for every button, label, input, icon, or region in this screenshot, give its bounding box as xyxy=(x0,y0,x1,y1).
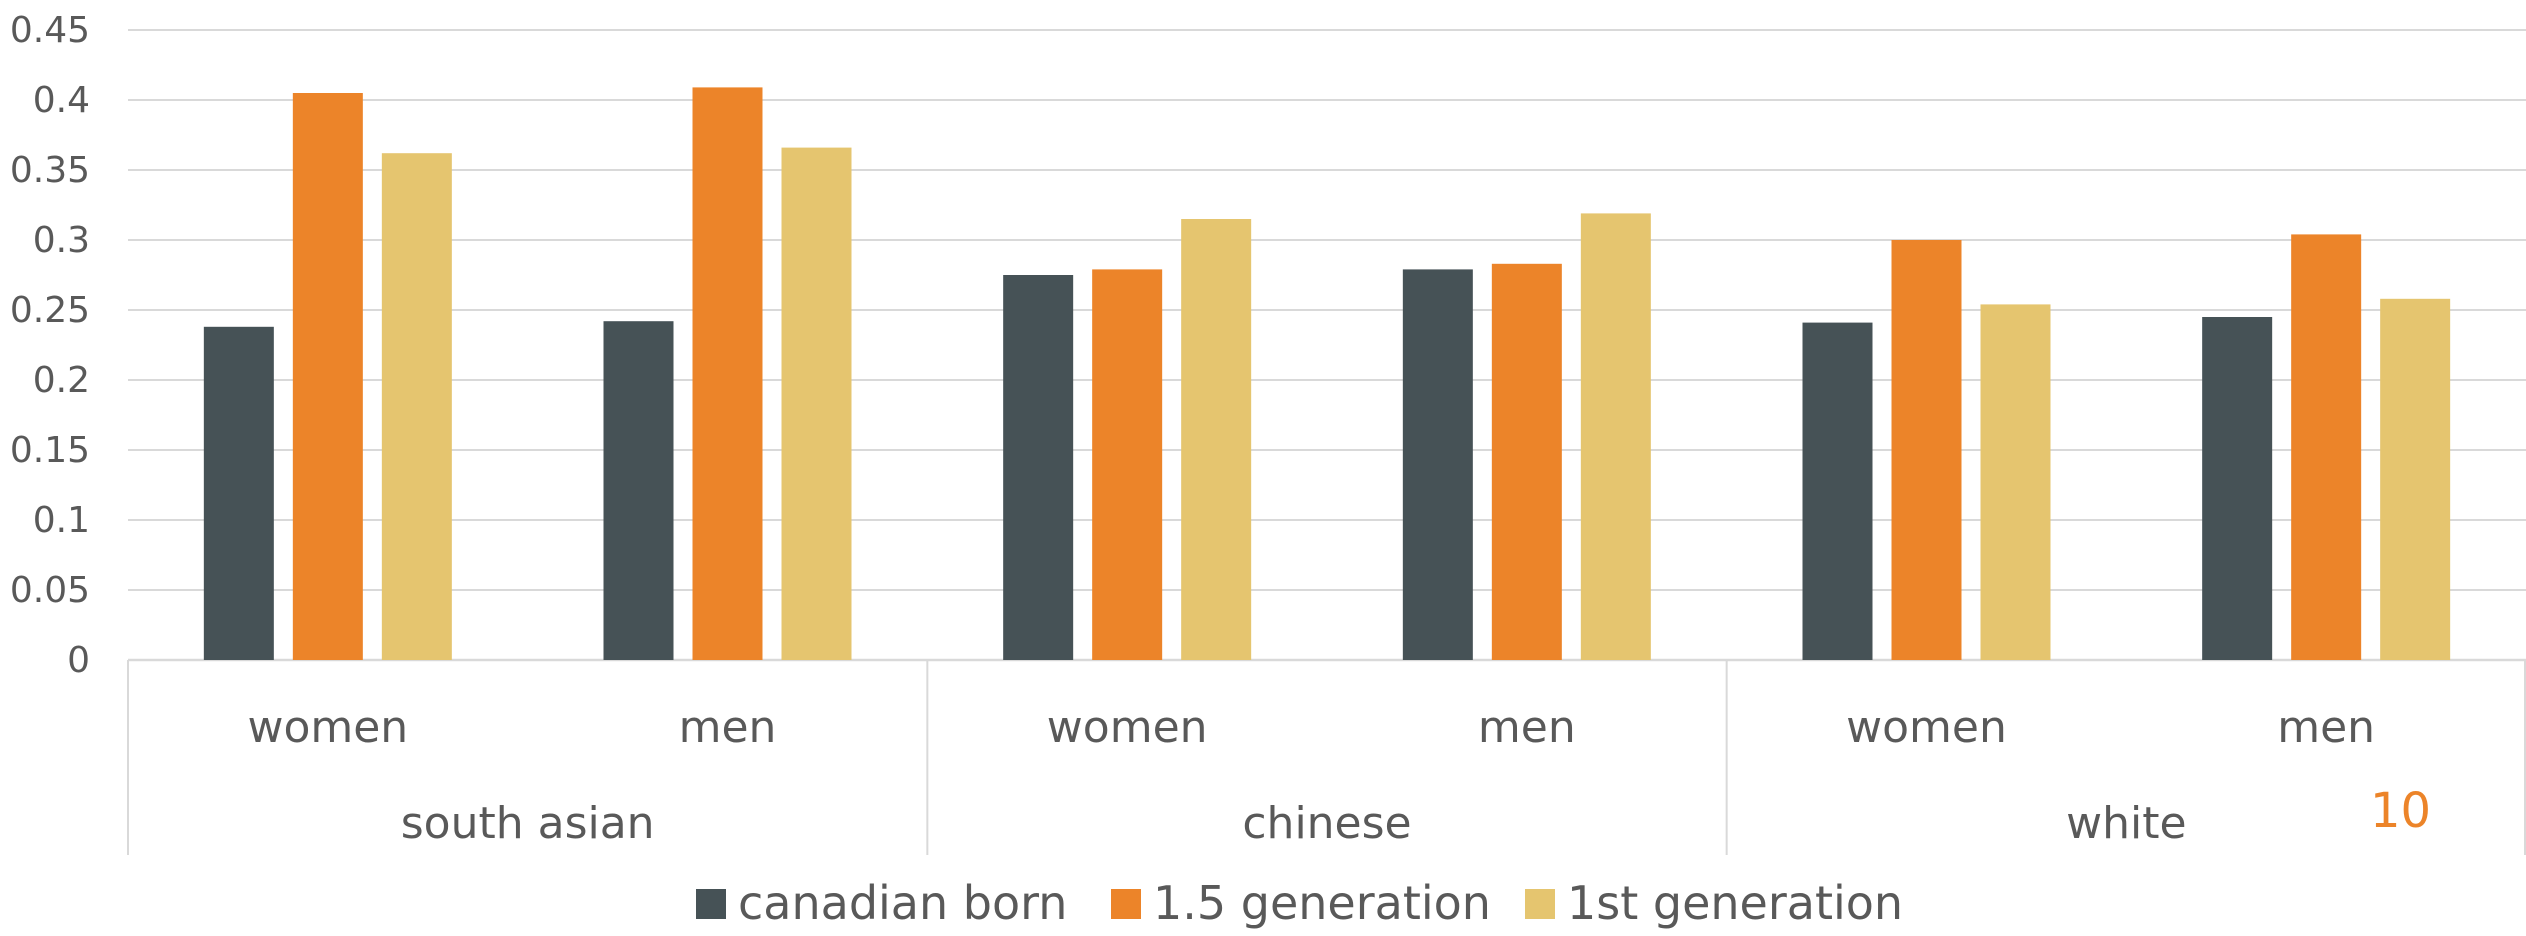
y-tick-label: 0.25 xyxy=(10,290,90,331)
bar-1-5-generation xyxy=(292,93,363,660)
bar-canadian-born xyxy=(1402,269,1473,660)
axes: 0 0.05 0.1 0.15 0.2 0.25 0.3 0.35 0.4 0.45 women me… xyxy=(10,10,2526,855)
bar-canadian-born xyxy=(603,321,674,660)
page-number: 10 xyxy=(2370,783,2431,839)
x-subcategory-label: men xyxy=(1478,702,1576,753)
bar-canadian-born xyxy=(2202,317,2273,660)
bar-1-5-generation xyxy=(2291,234,2362,660)
bar-1-5-generation xyxy=(1891,240,1962,660)
legend-swatch xyxy=(1525,889,1555,919)
legend-swatch xyxy=(1111,889,1141,919)
y-tick-label: 0.35 xyxy=(10,150,90,191)
bar-1st-generation xyxy=(1580,213,1651,660)
legend-label: 1.5 generation xyxy=(1153,876,1491,930)
bar-1-5-generation xyxy=(1491,263,1562,660)
x-group-label: chinese xyxy=(1242,798,1411,849)
bar-1st-generation xyxy=(2380,298,2451,660)
x-subcategory-label: men xyxy=(2277,702,2375,753)
x-group-label: white xyxy=(2066,798,2186,849)
bar-1-5-generation xyxy=(692,87,763,660)
y-tick-label: 0.05 xyxy=(10,570,90,611)
y-tick-label: 0.2 xyxy=(33,360,90,401)
bar-1st-generation xyxy=(781,147,852,661)
x-subcategory-label: women xyxy=(1047,702,1208,753)
bar-1-5-generation xyxy=(1092,269,1163,660)
bar-canadian-born xyxy=(203,326,274,660)
legend-swatch xyxy=(696,889,726,919)
y-tick-label: 0.15 xyxy=(10,430,90,471)
bar-canadian-born xyxy=(1003,275,1074,660)
y-tick-label: 0 xyxy=(67,640,90,681)
bars xyxy=(203,87,2451,661)
y-tick-label: 0.3 xyxy=(33,220,90,261)
y-tick-label: 0.45 xyxy=(10,10,90,51)
legend-label: canadian born xyxy=(738,876,1067,930)
y-tick-label: 0.1 xyxy=(33,500,90,541)
bar-1st-generation xyxy=(1181,219,1252,660)
bar-canadian-born xyxy=(1802,322,1873,660)
legend-label: 1st generation xyxy=(1567,876,1903,930)
legend: canadian born 1.5 generation 1st generatio… xyxy=(696,876,1903,930)
gridlines xyxy=(128,29,2526,662)
bar-1st-generation xyxy=(1980,304,2051,660)
x-subcategory-label: women xyxy=(247,702,408,753)
x-group-label: south asian xyxy=(401,798,655,849)
y-tick-label: 0.4 xyxy=(33,80,90,121)
x-subcategory-label: women xyxy=(1846,702,2007,753)
x-subcategory-label: men xyxy=(679,702,777,753)
bar-1st-generation xyxy=(381,153,452,660)
